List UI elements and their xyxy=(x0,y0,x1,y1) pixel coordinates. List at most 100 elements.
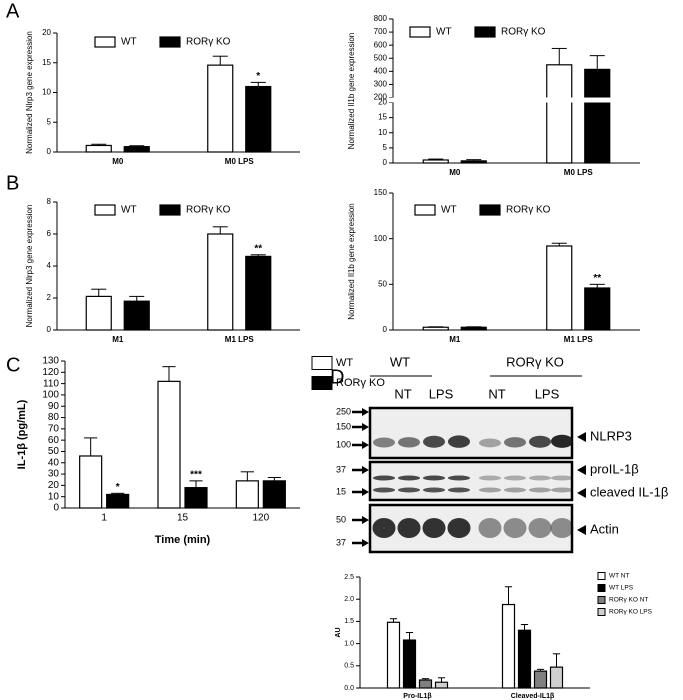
blot-band xyxy=(504,475,526,481)
annotation: * xyxy=(256,71,260,82)
legend-swatch xyxy=(311,356,333,370)
panel-label: A xyxy=(6,0,20,22)
mw-marker: 37 xyxy=(336,464,346,474)
legend-label: RORγ KO LPS xyxy=(609,609,653,616)
blot-band xyxy=(479,475,501,481)
y-tick-label: 150 xyxy=(374,188,388,197)
blot-panel xyxy=(368,406,574,460)
blot-group: WT xyxy=(390,354,410,369)
blot-band xyxy=(448,475,470,481)
x-tick-label: M1 xyxy=(449,335,461,344)
error-bar xyxy=(111,492,125,495)
y-tick-label: 4 xyxy=(47,261,52,270)
bar xyxy=(123,300,150,331)
band-label: Actin xyxy=(590,521,619,536)
y-tick-label: 300 xyxy=(374,80,388,89)
legend-label: RORγ KO xyxy=(186,205,231,216)
annotation: *** xyxy=(190,470,202,481)
legend-swatch xyxy=(474,26,496,38)
legend-swatch xyxy=(159,204,181,216)
marker-arrowhead xyxy=(362,539,369,547)
blot-band xyxy=(373,487,395,493)
legend-swatch xyxy=(479,204,501,216)
error-bar xyxy=(250,81,266,87)
x-tick-label: M0 xyxy=(449,168,461,177)
y-tick-label: 15 xyxy=(378,113,387,122)
y-tick-label: 20 xyxy=(42,28,51,37)
bar xyxy=(85,144,112,153)
lane-label: NT xyxy=(488,386,505,401)
error-bar xyxy=(504,586,513,605)
y-tick-label: 90 xyxy=(48,401,60,412)
band-pointer xyxy=(577,432,586,442)
legend-swatch xyxy=(597,608,606,616)
y-tick-label: 20 xyxy=(378,98,387,107)
legend-label: WT xyxy=(121,205,137,216)
blot-panel xyxy=(368,460,574,502)
annotation: ** xyxy=(254,243,262,254)
y-tick-label: 1.0 xyxy=(344,640,354,647)
blot-band xyxy=(529,475,551,481)
bar xyxy=(549,666,564,689)
y-tick-label: 40 xyxy=(48,457,60,468)
bar xyxy=(402,639,417,689)
x-tick-label: 120 xyxy=(252,513,269,524)
legend-swatch xyxy=(159,36,181,48)
blot-band xyxy=(372,518,396,538)
band-label: NLRP3 xyxy=(590,428,632,443)
y-tick-label: 5 xyxy=(383,143,388,152)
y-axis-label: Normalized Nlrp3 gene expression xyxy=(25,31,34,154)
blot-band xyxy=(503,518,527,538)
annotation: * xyxy=(116,482,120,493)
mw-marker: 37 xyxy=(336,537,346,547)
error-bar xyxy=(267,476,281,481)
blot-band xyxy=(398,437,420,448)
blot-band xyxy=(529,487,551,493)
y-tick-label: 800 xyxy=(374,14,388,23)
y-tick-label: 0.0 xyxy=(344,685,354,692)
y-tick-label: 120 xyxy=(42,367,59,378)
lane-label: NT xyxy=(394,386,411,401)
bar xyxy=(501,603,516,689)
y-tick-label: 10 xyxy=(378,128,387,137)
bar xyxy=(245,255,272,331)
mw-marker: 50 xyxy=(336,514,346,524)
blot-band xyxy=(373,475,395,481)
x-axis-label: Time (min) xyxy=(155,534,211,546)
mw-marker: 250 xyxy=(336,406,351,416)
blot-band xyxy=(423,487,445,493)
bar xyxy=(79,455,103,509)
error-bar xyxy=(162,366,176,382)
annotation: ** xyxy=(593,273,601,284)
mw-marker: 100 xyxy=(336,439,351,449)
x-tick-label: M0 LPS xyxy=(225,157,255,166)
bar xyxy=(546,64,573,164)
blot-band xyxy=(373,437,395,448)
blot-band xyxy=(398,475,420,481)
y-tick-label: 8 xyxy=(47,197,52,206)
legend-label: WT NT xyxy=(609,573,629,580)
y-tick-label: 6 xyxy=(47,229,52,238)
bar xyxy=(235,480,259,509)
y-tick-label: 0 xyxy=(383,325,388,334)
x-tick-label: 15 xyxy=(177,513,189,524)
error-bar xyxy=(129,145,145,147)
bar xyxy=(207,64,234,153)
marker-arrowhead xyxy=(362,516,369,524)
error-bar xyxy=(428,158,444,160)
y-tick-label: 5 xyxy=(47,117,52,126)
legend-label: RORγ KO xyxy=(186,37,231,48)
y-tick-label: 600 xyxy=(374,40,388,49)
y-tick-label: 130 xyxy=(42,356,59,367)
blot-band xyxy=(478,518,502,538)
blot-group: RORγ KO xyxy=(506,354,564,369)
bar xyxy=(418,679,433,689)
error-bar xyxy=(91,288,107,297)
panel-label: B xyxy=(6,172,19,194)
band-label: cleaved IL-1β xyxy=(590,484,668,499)
marker-arrowhead xyxy=(362,423,369,431)
y-tick-label: 0 xyxy=(53,503,59,514)
lane-label: LPS xyxy=(535,386,560,401)
legend-swatch xyxy=(311,376,333,390)
